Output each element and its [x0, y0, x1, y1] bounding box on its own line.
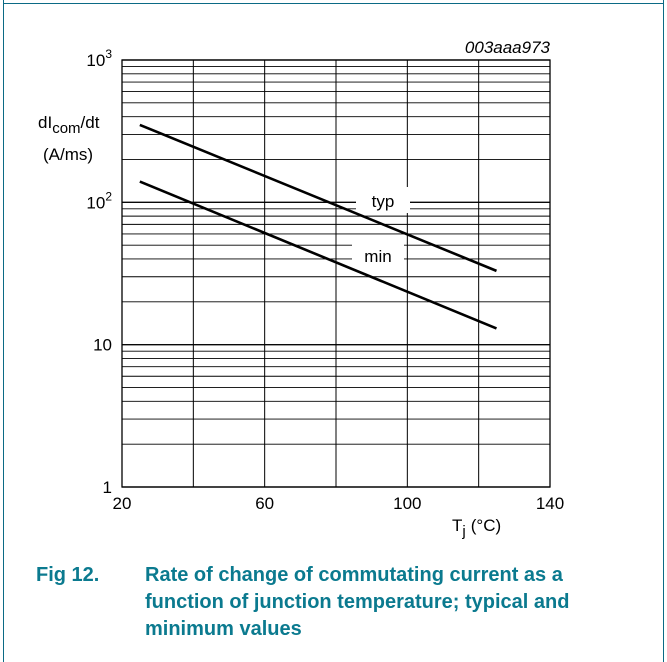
- x-axis-label: Tj (°C): [452, 516, 501, 540]
- series-line-min: [139, 180, 497, 330]
- series-label-typ: typ: [372, 192, 395, 211]
- x-tick-label: 20: [113, 494, 132, 513]
- series-line-typ: [139, 123, 497, 273]
- y-tick-label: 1: [103, 478, 112, 497]
- caption-line-2: function of junction temperature; typica…: [145, 591, 570, 613]
- y-tick-base: 10: [86, 193, 105, 212]
- x-tick-label: 100: [393, 494, 421, 513]
- y-tick-exponent: 3: [105, 47, 112, 61]
- labels: 003aaa973 dIcom/dt (A/ms) Tj (°C) typ min 2…: [38, 38, 564, 540]
- series-label-backdrop: [356, 187, 410, 213]
- caption-line-1: Rate of change of commutating current as…: [145, 564, 563, 586]
- grid: [121, 59, 551, 488]
- y-axis-label-tail: /dt: [81, 113, 100, 132]
- y-axis-label-sub: com: [52, 120, 80, 137]
- y-tick-label: 10: [93, 336, 112, 355]
- series-label-min: min: [364, 247, 391, 266]
- y-axis-label-main: dI: [38, 113, 52, 132]
- y-tick-label: 103: [86, 47, 112, 70]
- series-label-backdrop: [352, 242, 404, 268]
- y-axis-unit: (A/ms): [43, 145, 93, 164]
- chart: 003aaa973 dIcom/dt (A/ms) Tj (°C) typ min 2…: [38, 38, 564, 540]
- caption-line-3: minimum values: [145, 618, 302, 640]
- figure-number: Fig 12.: [36, 564, 100, 586]
- x-axis-label-main: T: [452, 516, 462, 535]
- figure-caption: Fig 12. Rate of change of commutating cur…: [36, 562, 656, 643]
- frame-top-rule: [3, 3, 664, 4]
- y-tick-exponent: 2: [105, 189, 112, 203]
- y-tick-base: 10: [86, 51, 105, 70]
- figure-code: 003aaa973: [465, 38, 551, 57]
- series-lines: [139, 123, 497, 330]
- x-axis-label-sub: j: [461, 523, 465, 540]
- frame-left-rule: [3, 0, 4, 662]
- y-tick-label: 102: [86, 189, 112, 212]
- y-tick-base: 10: [93, 336, 112, 355]
- y-tick-base: 1: [103, 478, 112, 497]
- x-axis-label-unit: (°C): [471, 516, 501, 535]
- frame-right-rule: [663, 0, 664, 662]
- plot-border: [121, 59, 551, 488]
- y-axis-label: dIcom/dt: [38, 113, 100, 137]
- x-tick-label: 60: [255, 494, 274, 513]
- x-tick-label: 140: [536, 494, 564, 513]
